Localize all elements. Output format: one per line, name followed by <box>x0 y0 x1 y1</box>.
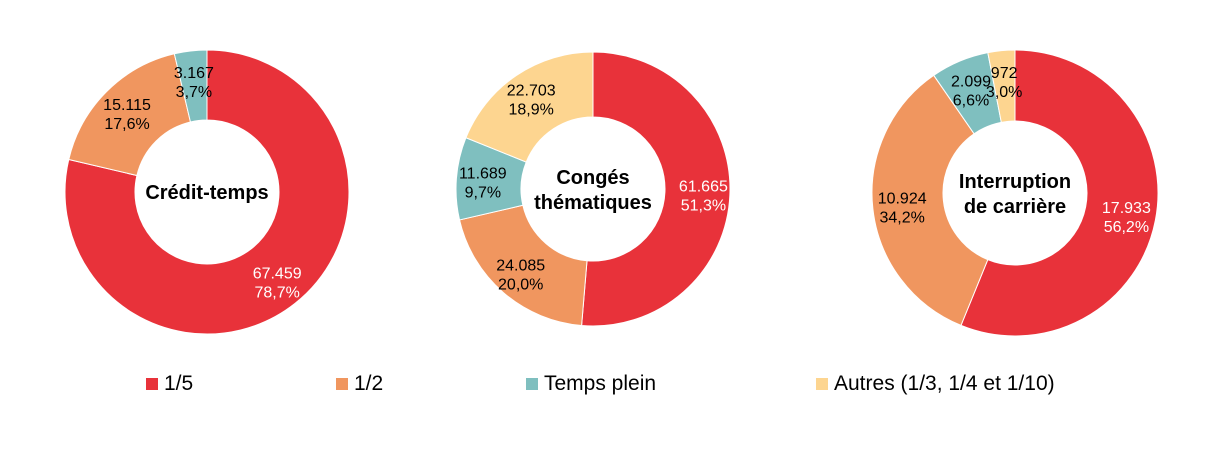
slice-label: 15.115 17,6% <box>103 97 151 133</box>
legend-item-autres: Autres (1/3, 1/4 et 1/10) <box>816 372 1055 396</box>
donut-slice-1-2 <box>871 74 989 327</box>
donut-slice-1-5 <box>64 49 350 335</box>
donut-slice-1-5 <box>581 51 731 327</box>
slice-label: 67.459 78,7% <box>253 266 302 302</box>
donut-slice-1-2 <box>68 53 192 177</box>
donut-slice-1-5 <box>960 49 1159 337</box>
slice-label: 972 3,0% <box>986 65 1022 101</box>
donut-chart-3: 17.933 56,2% 10.924 34,2% 2.099 6,6%972 3,0% In… <box>871 49 1159 337</box>
legend-label: Autres (1/3, 1/4 et 1/10) <box>834 372 1055 395</box>
legend-label: Temps plein <box>544 372 657 395</box>
slice-label: 17.933 56,2% <box>1102 200 1151 236</box>
donut-slice-autres <box>465 51 594 163</box>
slice-label: 11.689 9,7% <box>459 165 507 201</box>
legend-label: 1/5 <box>164 372 194 395</box>
slice-label: 22.703 18,9% <box>507 82 556 118</box>
donut-slice-1-2 <box>458 204 588 327</box>
donut-center-title: Interruption de carrière <box>959 171 1071 218</box>
legend-swatch <box>336 378 348 390</box>
legend-swatch <box>816 378 828 390</box>
legend: 1/5 1/2 Temps plein Autres (1/3, 1/4 et … <box>0 372 1212 402</box>
slice-label: 61.665 51,3% <box>679 179 728 215</box>
slice-label: 24.085 20,0% <box>496 258 545 294</box>
donut-chart-1: 67.459 78,7% 15.115 17,6% 3.167 3,7% Crédit-te… <box>64 49 350 335</box>
donut-center-title: Crédit-temps <box>145 182 268 204</box>
legend-swatch <box>526 378 538 390</box>
slice-label: 2.099 6,6% <box>951 73 991 109</box>
legend-label: 1/2 <box>354 372 384 395</box>
legend-item-1-5: 1/5 <box>146 372 193 396</box>
legend-swatch <box>146 378 158 390</box>
slice-label: 3.167 3,7% <box>174 65 214 101</box>
legend-item-1-2: 1/2 <box>336 372 383 396</box>
donut-center-title: Congés thématiques <box>534 167 652 214</box>
donut-slice-autres <box>987 49 1016 123</box>
donut-chart-2: 61.665 51,3% 24.085 20,0% 11.689 9,7% 22.703 18… <box>455 51 731 327</box>
slice-label: 10.924 34,2% <box>878 190 927 226</box>
donut-slice-temps-plein <box>173 49 208 123</box>
legend-item-temps-plein: Temps plein <box>526 372 656 396</box>
